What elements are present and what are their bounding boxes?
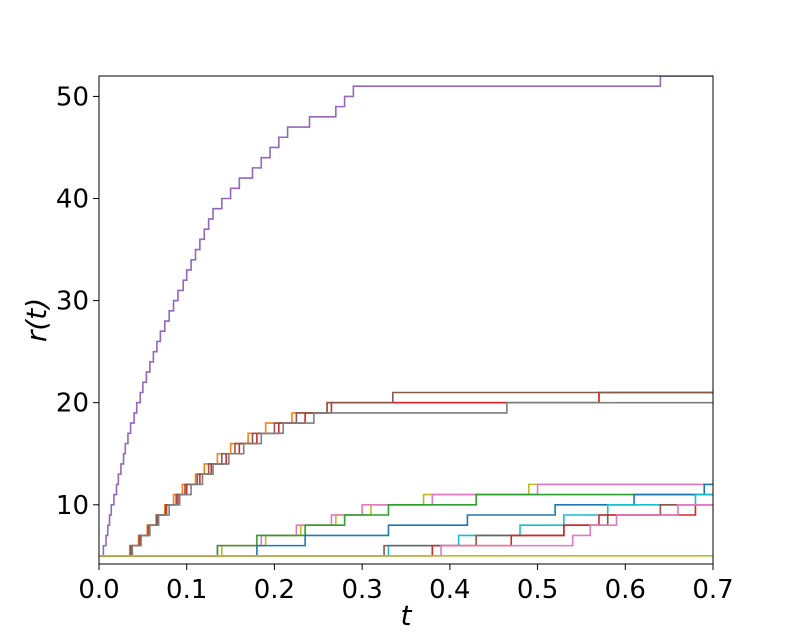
series-line-1 bbox=[99, 76, 713, 557]
series-line-5 bbox=[99, 401, 713, 557]
x-tick-label: 0.6 bbox=[605, 575, 646, 605]
x-tick-label: 0.2 bbox=[254, 575, 295, 605]
x-tick-label: 0.3 bbox=[341, 575, 382, 605]
series-line-8 bbox=[99, 493, 713, 557]
series-line-3 bbox=[99, 391, 713, 557]
plot-frame bbox=[98, 75, 714, 565]
series-line-2 bbox=[99, 391, 713, 557]
y-tick-label: 10 bbox=[56, 491, 89, 521]
x-axis-ticks: 0.0 0.1 0.2 0.3 0.4 0.5 0.6 0.7 bbox=[78, 564, 734, 605]
x-tick-label: 0.1 bbox=[166, 575, 207, 605]
series-line-11 bbox=[99, 503, 713, 557]
x-tick-label: 0.5 bbox=[517, 575, 558, 605]
y-axis-ticks: 10 20 30 40 50 bbox=[56, 82, 99, 521]
y-tick-label: 30 bbox=[56, 287, 89, 317]
y-tick-label: 40 bbox=[56, 185, 89, 215]
x-axis-label: t bbox=[401, 599, 413, 632]
y-tick-label: 50 bbox=[56, 82, 89, 112]
series-line-13 bbox=[99, 503, 713, 557]
x-tick-label: 0.0 bbox=[78, 575, 119, 605]
y-tick-label: 20 bbox=[56, 389, 89, 419]
series-line-9 bbox=[99, 483, 713, 557]
series-line-12 bbox=[99, 503, 713, 557]
x-tick-label: 0.7 bbox=[692, 575, 733, 605]
x-tick-label: 0.4 bbox=[429, 575, 470, 605]
series-layer bbox=[99, 76, 713, 557]
y-axis-label: r(t) bbox=[20, 298, 53, 342]
series-line-4 bbox=[99, 391, 713, 557]
